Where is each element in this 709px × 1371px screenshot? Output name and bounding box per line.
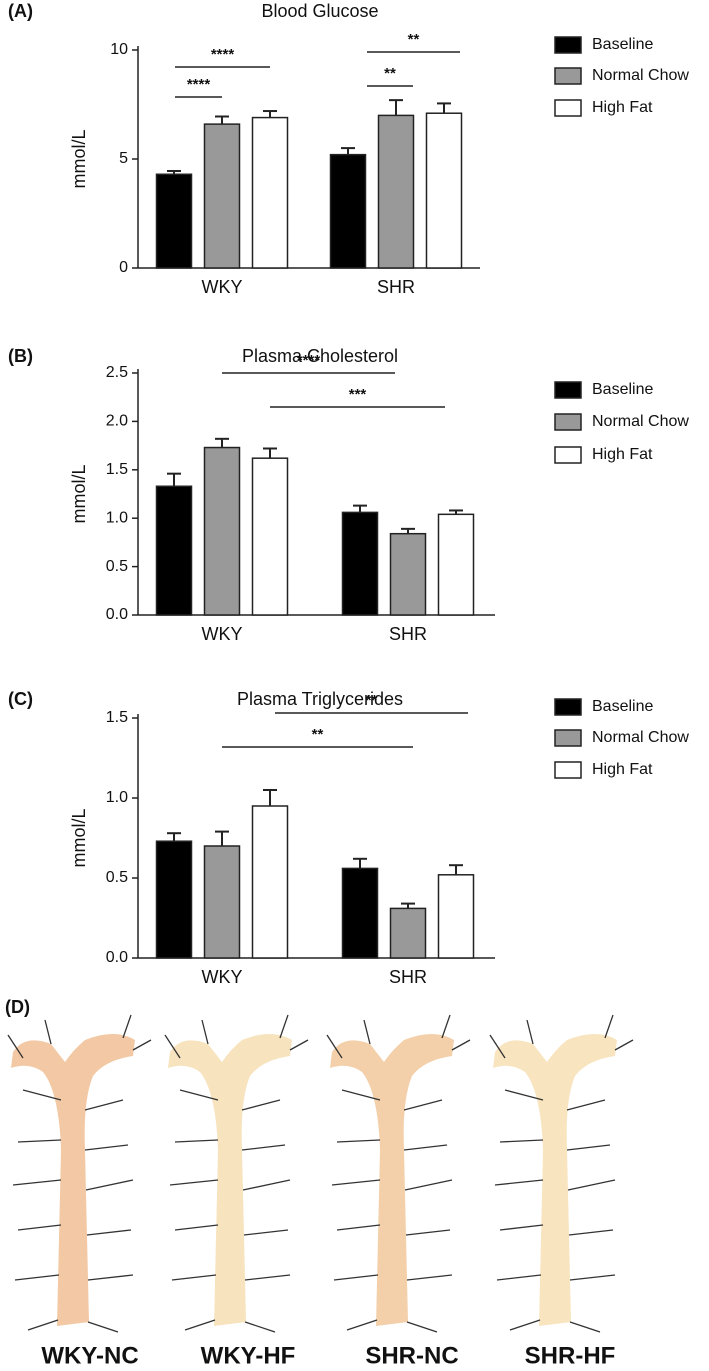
aorta-image xyxy=(7,1014,152,1333)
chart-title: Plasma Triglycerides xyxy=(237,689,403,709)
panel-label: (B) xyxy=(8,346,33,366)
legend-swatch xyxy=(554,99,582,117)
y-tick-label: 2.5 xyxy=(106,364,128,381)
bar xyxy=(203,845,241,959)
x-tick-label: SHR xyxy=(389,624,427,644)
bar xyxy=(329,153,367,269)
legend-swatch xyxy=(554,761,582,779)
significance-label: ** xyxy=(408,31,420,48)
bar xyxy=(341,867,379,959)
bar xyxy=(155,173,193,269)
image-caption: SHR-NC xyxy=(365,1342,458,1369)
aorta-image xyxy=(326,1014,471,1333)
y-tick-label: 0.5 xyxy=(106,869,128,886)
significance-label: ** xyxy=(312,726,324,743)
bar xyxy=(155,840,193,959)
y-axis-label: mmol/L xyxy=(69,808,89,867)
y-tick-label: 1.5 xyxy=(106,461,128,478)
bar xyxy=(389,532,427,616)
aorta-image xyxy=(164,1014,309,1333)
y-axis-label: mmol/L xyxy=(69,464,89,523)
legend-label: Normal Chow xyxy=(592,67,689,84)
legend-label: Normal Chow xyxy=(592,413,689,430)
y-tick-label: 1.5 xyxy=(106,709,128,726)
significance-label: **** xyxy=(211,46,235,63)
legend-label: High Fat xyxy=(592,761,653,778)
legend-label: Baseline xyxy=(592,36,653,53)
x-tick-label: WKY xyxy=(201,624,242,644)
panel-label: (C) xyxy=(8,689,33,709)
bar xyxy=(437,513,475,616)
legend-swatch xyxy=(554,446,582,464)
image-caption: WKY-NC xyxy=(41,1342,138,1369)
chart-title: Blood Glucose xyxy=(261,1,378,21)
significance-label: ** xyxy=(384,65,396,82)
legend-swatch xyxy=(554,381,582,399)
image-caption: SHR-HF xyxy=(525,1342,616,1369)
legend-swatch xyxy=(554,698,582,716)
panel-label: (A) xyxy=(8,1,33,21)
bar xyxy=(341,511,379,616)
bar xyxy=(251,457,289,616)
bar xyxy=(251,116,289,269)
bar xyxy=(251,805,289,959)
legend-swatch xyxy=(554,729,582,747)
bar xyxy=(437,874,475,959)
y-tick-label: 0.0 xyxy=(106,606,128,623)
bar xyxy=(155,485,193,616)
legend-label: High Fat xyxy=(592,446,653,463)
significance-label: ** xyxy=(366,692,378,709)
y-tick-label: 5 xyxy=(119,150,128,167)
x-tick-label: WKY xyxy=(201,277,242,297)
y-tick-label: 0.5 xyxy=(106,558,128,575)
bar xyxy=(377,114,415,269)
legend-swatch xyxy=(554,36,582,54)
significance-label: **** xyxy=(297,352,321,369)
legend-swatch xyxy=(554,413,582,431)
legend-label: High Fat xyxy=(592,99,653,116)
bar xyxy=(389,907,427,959)
y-tick-label: 1.0 xyxy=(106,789,128,806)
x-tick-label: SHR xyxy=(377,277,415,297)
y-tick-label: 1.0 xyxy=(106,509,128,526)
legend-label: Baseline xyxy=(592,698,653,715)
significance-label: *** xyxy=(349,386,367,403)
x-tick-label: SHR xyxy=(389,967,427,987)
bar xyxy=(203,446,241,616)
legend-swatch xyxy=(554,67,582,85)
y-tick-label: 0.0 xyxy=(106,949,128,966)
bar xyxy=(203,123,241,269)
significance-label: **** xyxy=(187,76,211,93)
x-tick-label: WKY xyxy=(201,967,242,987)
y-tick-label: 2.0 xyxy=(106,413,128,430)
y-tick-label: 10 xyxy=(110,41,128,58)
chart-title: Plasma Cholesterol xyxy=(242,346,398,366)
panel-label: (D) xyxy=(5,997,30,1017)
legend-label: Baseline xyxy=(592,381,653,398)
y-axis-label: mmol/L xyxy=(69,129,89,188)
aorta-image xyxy=(489,1014,634,1333)
bar xyxy=(425,112,463,269)
y-tick-label: 0 xyxy=(119,259,128,276)
legend-label: Normal Chow xyxy=(592,729,689,746)
image-caption: WKY-HF xyxy=(201,1342,296,1369)
